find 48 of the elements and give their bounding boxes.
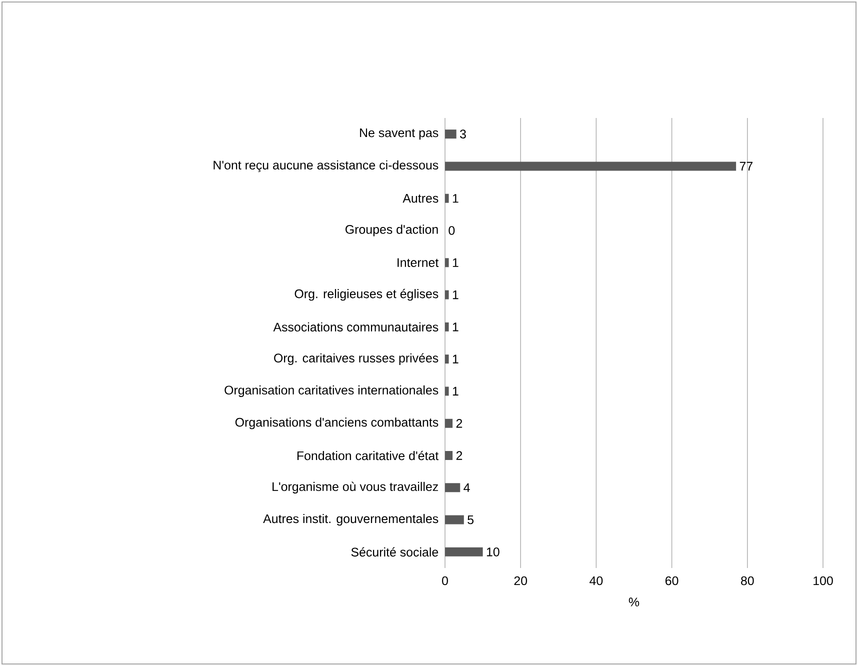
bar [445,418,453,428]
data-label: 1 [452,258,458,267]
x-tick-label: 0 [442,576,448,586]
data-label: 77 [740,162,752,170]
data-label: 4 [464,483,470,492]
data-label: 1 [452,354,458,364]
bar [445,450,453,460]
data-label: 5 [468,515,474,524]
y-tick-label: Internet [398,258,439,267]
y-tick-label: Sécurité sociale [351,547,438,557]
y-tick-label: Ne savent pas [360,128,438,140]
data-label: 1 [452,290,458,300]
data-label: 1 [452,322,458,332]
data-label: 2 [456,451,462,460]
data-label: 0 [448,226,455,235]
data-label: 10 [486,548,500,556]
bar [445,354,449,364]
bar [445,515,464,524]
data-label: 1 [452,194,458,203]
x-tick-label: 100 [814,576,833,586]
y-tick-label: N'ont reçu aucune assistance ci-dessous [214,160,438,172]
bar [445,162,736,171]
bar [445,290,449,300]
bar [445,258,449,268]
data-label: 3 [460,130,466,138]
x-tick-label: 40 [590,576,603,586]
bar [445,322,449,332]
x-tick-label: 60 [666,576,678,586]
bar [445,483,460,492]
bar [445,386,449,396]
x-axis-title: % [628,598,640,606]
y-tick-label: Organisation caritatives internationales [224,385,438,398]
y-tick-label: Autres [402,194,438,203]
x-tick-label: 80 [741,576,754,586]
y-tick-label: Fondation caritative d'état [297,450,439,460]
bar [445,547,483,556]
data-label: 2 [456,419,462,428]
y-tick-label: Associations communautaires [273,322,438,332]
y-tick-label: Org. caritaives russes privées [274,353,438,365]
y-tick-label: Groupes d'action [346,224,438,236]
data-label: 1 [452,386,458,396]
y-tick-label: Organisations d'anciens combattants [235,418,438,430]
bar [445,130,456,139]
y-tick-label: Autres instit. gouvernementales [263,514,438,526]
bar [445,194,449,203]
x-tick-label: 20 [514,576,528,586]
y-tick-label: L'organisme où vous travaillez [272,482,438,494]
y-tick-label: Org. religieuses et églises [294,288,438,301]
